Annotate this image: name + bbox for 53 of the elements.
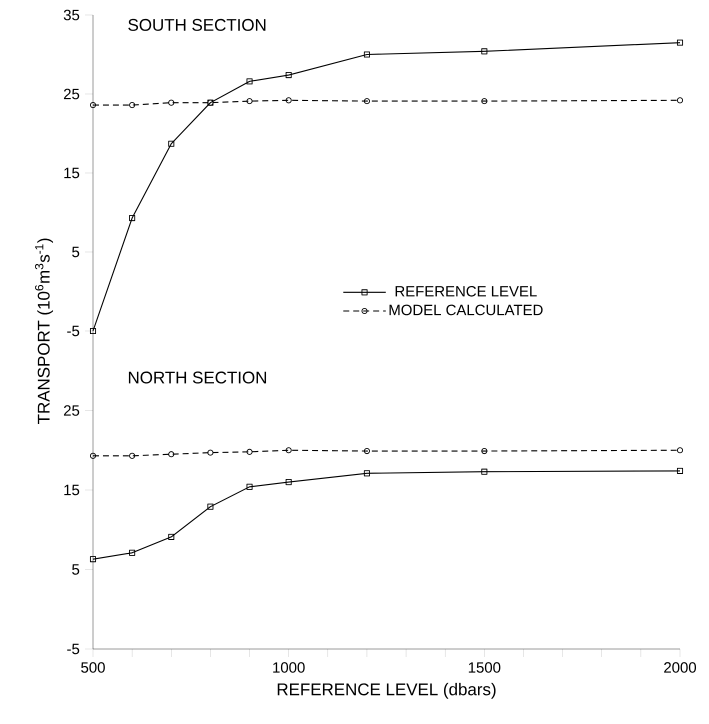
x-tick-label: 2000: [664, 662, 696, 673]
x-tick-label: 500: [81, 662, 105, 673]
point: [90, 102, 96, 108]
y-tick-label: 5: [72, 246, 80, 258]
point: [246, 78, 253, 84]
point: [246, 484, 253, 490]
y-tick-label: -5: [67, 326, 80, 336]
x-tick-label: 1000: [273, 662, 305, 673]
y-tick-label: 25: [64, 88, 80, 100]
point: [481, 448, 488, 454]
point: [676, 40, 684, 46]
chart-title: SOUTH SECTION: [128, 18, 266, 31]
y-tick-label: 5: [72, 564, 80, 575]
point: [364, 98, 370, 104]
point: [90, 452, 96, 459]
legend-label: MODEL CALCULATED: [390, 304, 543, 316]
x-axis-title: REFERENCE LEVEL (dbars): [278, 682, 496, 699]
point: [364, 51, 370, 58]
point: [286, 447, 292, 454]
point: [129, 452, 136, 459]
point: [168, 100, 174, 106]
point: [90, 556, 96, 562]
y-tick-label: -5: [67, 644, 80, 654]
point: [364, 448, 370, 454]
point: [676, 447, 684, 454]
point: [168, 534, 174, 540]
legend-label: REFERENCE LEVEL: [396, 286, 537, 297]
point: [207, 450, 214, 456]
point: [286, 72, 292, 78]
point: [364, 470, 370, 476]
point: [168, 140, 174, 147]
point: [168, 451, 174, 458]
point: [129, 214, 136, 222]
point: [676, 468, 684, 474]
text: NORTH SECTION: [128, 372, 266, 384]
point: [207, 504, 214, 510]
y-tick-label: 25: [64, 405, 80, 416]
point: [90, 328, 96, 334]
x-tick-label: 1500: [468, 662, 500, 673]
point: [481, 48, 488, 54]
point: [286, 479, 292, 486]
point: [481, 98, 488, 104]
y-tick-label: 15: [64, 484, 80, 496]
y-tick-label: 15: [64, 168, 80, 178]
point: [246, 98, 253, 104]
point: [129, 102, 136, 108]
point: [286, 97, 292, 104]
point: [246, 448, 253, 455]
y-tick-label: 35: [64, 10, 80, 20]
y-axis-title: TRANSPORT (10$^{6}$m$^{3}$s$^{-1}$): [35, 238, 54, 424]
point: [676, 97, 684, 104]
point: [129, 550, 136, 556]
point: [481, 468, 488, 475]
